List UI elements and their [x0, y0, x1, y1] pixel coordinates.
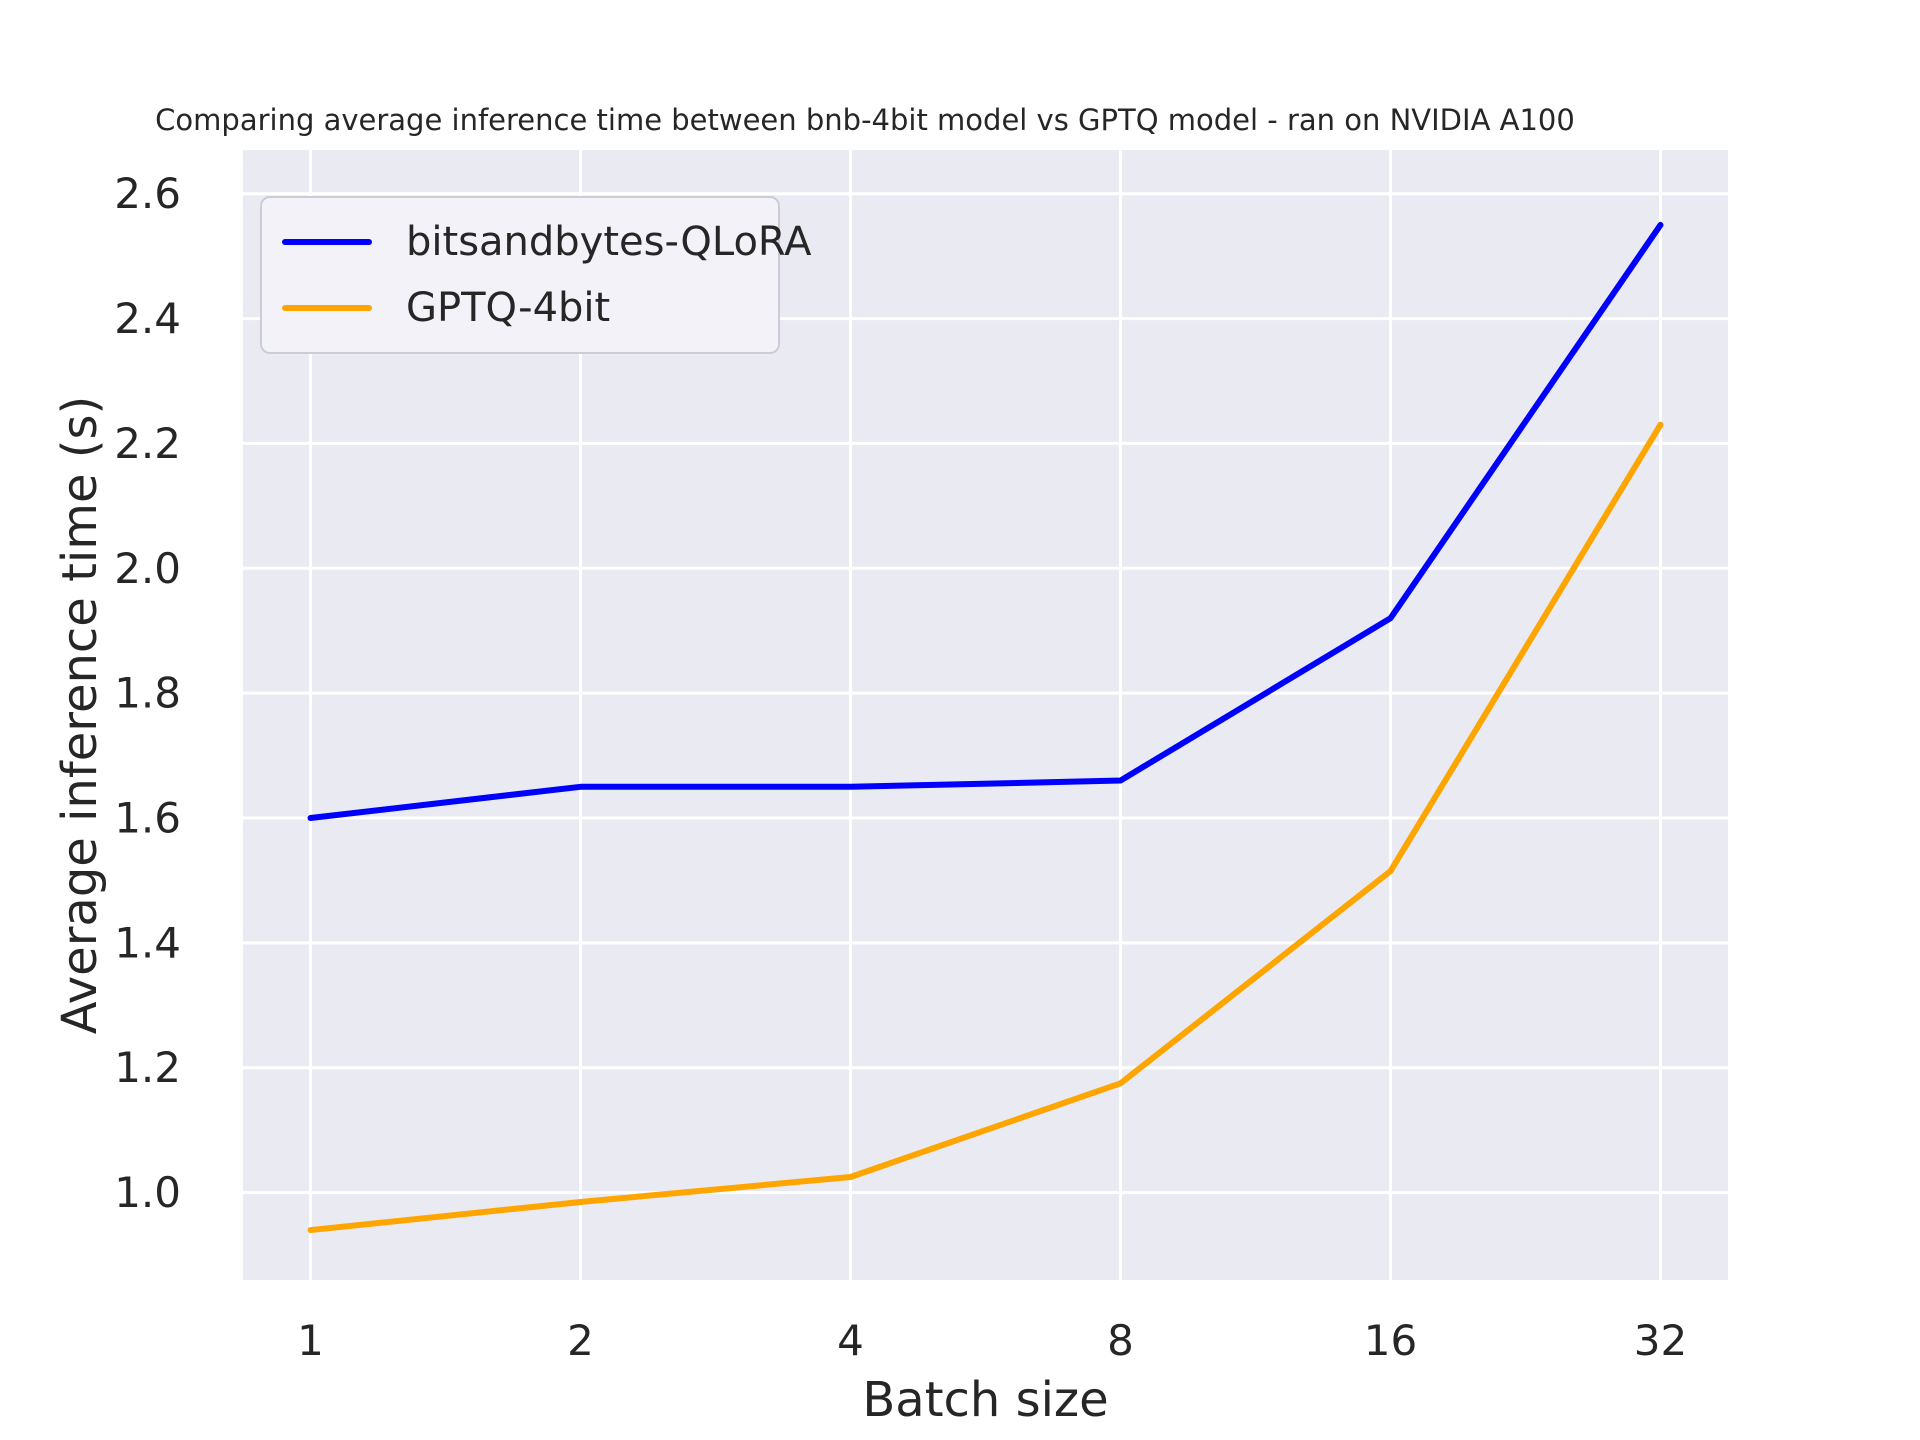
legend-item-bitsandbytes: bitsandbytes-QLoRA — [282, 216, 811, 268]
legend-line-swatch-blue — [282, 239, 372, 245]
y-tick-label: 1.2 — [114, 1043, 181, 1092]
legend: bitsandbytes-QLoRA GPTQ-4bit — [260, 196, 811, 354]
y-tick-label: 1.0 — [114, 1168, 181, 1217]
x-tick-label: 1 — [297, 1316, 324, 1365]
series-line-GPTQ-4bit — [307, 421, 1664, 1234]
chart-title: Comparing average inference time between… — [155, 103, 1575, 137]
y-tick-label: 1.4 — [114, 918, 181, 967]
y-tick-label: 2.4 — [114, 294, 181, 343]
legend-label: bitsandbytes-QLoRA — [406, 219, 812, 265]
y-axis-label: Average inference time (s) — [52, 395, 108, 1035]
x-tick-label: 16 — [1364, 1316, 1417, 1365]
y-tick-label: 2.6 — [114, 169, 181, 218]
x-tick-label: 32 — [1634, 1316, 1687, 1365]
y-tick-label: 1.8 — [114, 669, 181, 718]
y-tick-label: 2.2 — [114, 419, 181, 468]
x-tick-label: 2 — [567, 1316, 594, 1365]
x-tick-label: 8 — [1107, 1316, 1134, 1365]
y-tick-label: 1.6 — [114, 794, 181, 843]
legend-label: GPTQ-4bit — [406, 285, 611, 331]
legend-item-gptq: GPTQ-4bit — [282, 282, 758, 334]
y-tick-label: 2.0 — [114, 544, 181, 593]
series-line-bitsandbytes-QLoRA — [307, 221, 1664, 822]
x-tick-label: 4 — [837, 1316, 864, 1365]
x-axis-label: Batch size — [862, 1372, 1109, 1428]
legend-line-swatch-orange — [282, 305, 372, 311]
